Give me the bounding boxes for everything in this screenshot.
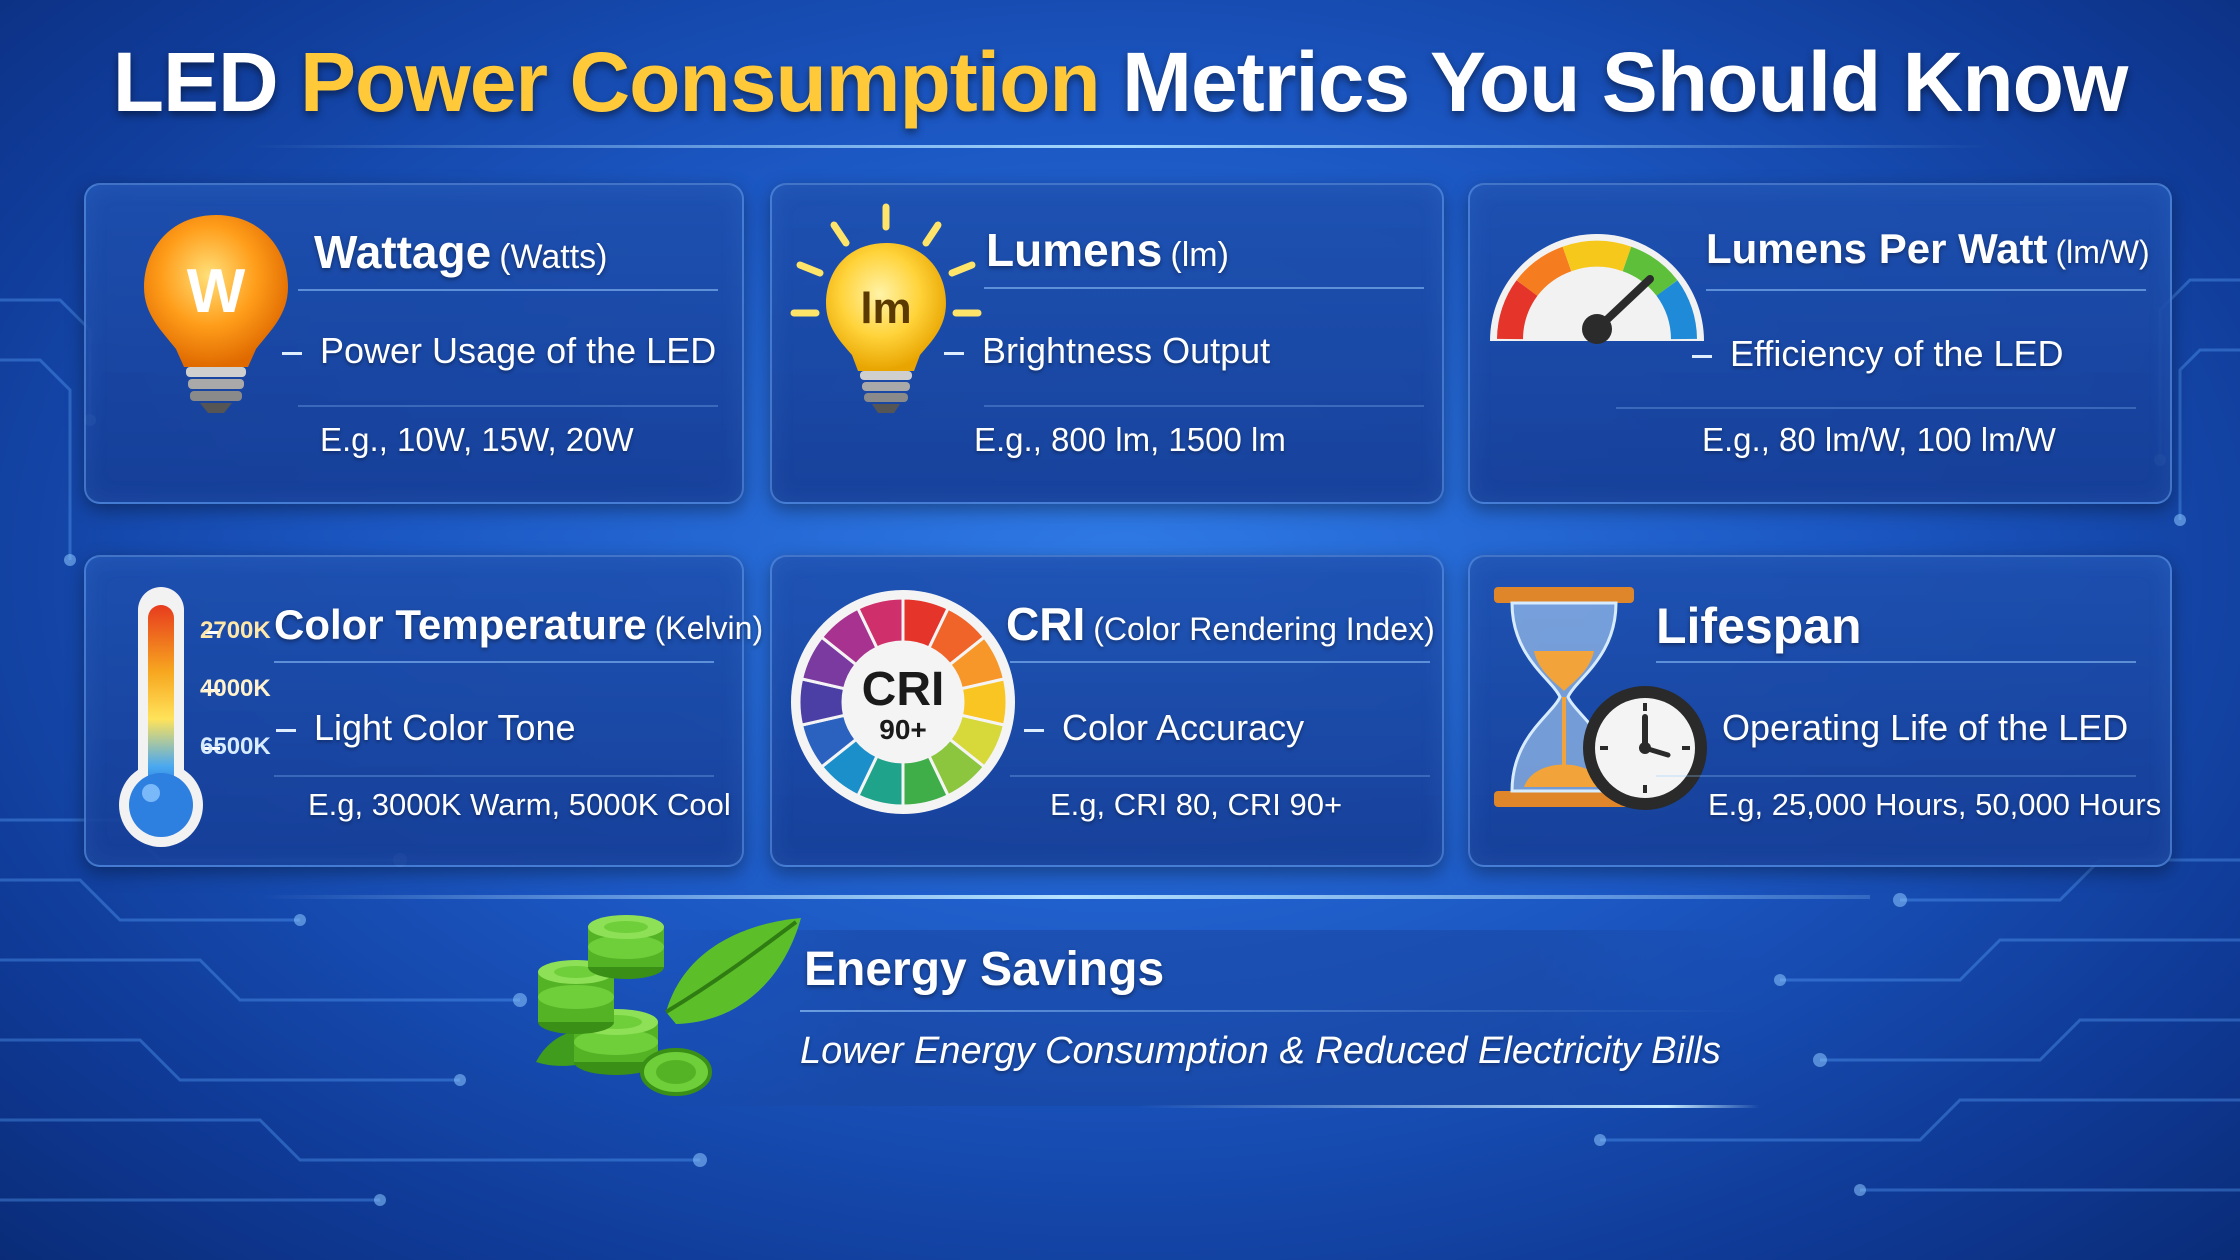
section-divider bbox=[260, 895, 1870, 899]
divider bbox=[274, 775, 714, 777]
page-title: LED Power Consumption Metrics You Should… bbox=[112, 35, 2129, 129]
title-divider bbox=[250, 145, 1990, 148]
coins-leaf-icon bbox=[536, 915, 801, 1096]
color-wheel-icon: CRI 90+ bbox=[791, 590, 1015, 814]
card-color-temperature: 2700K 4000K 6500K Color Temperature (Kelv… bbox=[84, 555, 763, 867]
wattage-example: E.g., 10W, 15W, 20W bbox=[320, 421, 634, 458]
lifespan-title: Lifespan bbox=[1656, 598, 1862, 654]
color-temp-description: Light Color Tone bbox=[276, 707, 576, 749]
savings-description: Lower Energy Consumption & Reduced Elect… bbox=[800, 1030, 1721, 1072]
color-temp-title: Color Temperature (Kelvin) bbox=[274, 601, 764, 648]
gauge-icon bbox=[1490, 234, 1704, 344]
divider bbox=[1656, 775, 2136, 777]
lpw-example: E.g., 80 lm/W, 100 lm/W bbox=[1702, 421, 2056, 458]
card-lumens-per-watt: Lumens Per Watt (lm/W) Efficiency of the … bbox=[1468, 183, 2172, 504]
divider bbox=[1010, 775, 1430, 777]
divider bbox=[984, 287, 1424, 289]
wattage-description: Power Usage of the LED bbox=[282, 330, 716, 372]
lifespan-description: Operating Life of the LED bbox=[1722, 707, 2129, 748]
scale-label: 4000K bbox=[200, 675, 271, 702]
svg-text:90+: 90+ bbox=[879, 714, 927, 745]
svg-text:lm: lm bbox=[860, 284, 911, 333]
color-temp-example: E.g, 3000K Warm, 5000K Cool bbox=[308, 787, 731, 822]
thermometer-icon bbox=[119, 587, 203, 847]
svg-text:W: W bbox=[187, 257, 246, 326]
savings-panel bbox=[640, 930, 1760, 1106]
cri-description: Color Accuracy bbox=[1024, 707, 1304, 749]
clock-icon bbox=[1583, 686, 1707, 810]
lightbulb-icon: lm bbox=[790, 203, 982, 413]
lumens-example: E.g., 800 lm, 1500 lm bbox=[974, 421, 1286, 458]
divider bbox=[274, 661, 714, 663]
card-lifespan: Lifespan Operating Life of the LED E.g, … bbox=[1468, 555, 2172, 867]
divider bbox=[800, 1010, 1750, 1012]
savings-title: Energy Savings bbox=[804, 943, 1165, 996]
divider bbox=[1140, 1105, 1760, 1108]
cri-title: CRI (Color Rendering Index) bbox=[1006, 598, 1435, 650]
cri-example: E.g, CRI 80, CRI 90+ bbox=[1050, 787, 1343, 822]
lpw-title: Lumens Per Watt (lm/W) bbox=[1706, 225, 2150, 272]
lpw-description: Efficiency of the LED bbox=[1692, 333, 2064, 375]
divider bbox=[298, 289, 718, 291]
card-wattage: W Wattage (Watts) Power Usage of the LED … bbox=[84, 183, 744, 504]
divider bbox=[298, 405, 718, 407]
card-lumens: lm Lumens (lm) Brightness Output E.g., 80… bbox=[770, 183, 1444, 504]
lumens-description: Brightness Output bbox=[944, 330, 1270, 372]
lifespan-example: E.g, 25,000 Hours, 50,000 Hours bbox=[1708, 787, 2162, 822]
wattage-title: Wattage (Watts) bbox=[314, 226, 608, 278]
divider bbox=[984, 405, 1424, 407]
lumens-title: Lumens (lm) bbox=[986, 224, 1229, 276]
scale-label: 6500K bbox=[200, 733, 271, 760]
lightbulb-icon: W bbox=[144, 215, 288, 413]
svg-text:CRI: CRI bbox=[862, 663, 945, 716]
scale-tick bbox=[204, 631, 220, 634]
divider bbox=[1010, 661, 1430, 663]
divider bbox=[1616, 407, 2136, 409]
scale-tick bbox=[204, 689, 220, 692]
card-cri: CRI 90+ CRI (Color Rendering Index) Color… bbox=[770, 555, 1444, 867]
scale-tick bbox=[204, 747, 220, 750]
color-wheel-segment bbox=[855, 596, 905, 650]
divider bbox=[1706, 289, 2146, 291]
divider bbox=[1656, 661, 2136, 663]
scale-label: 2700K bbox=[200, 617, 271, 644]
